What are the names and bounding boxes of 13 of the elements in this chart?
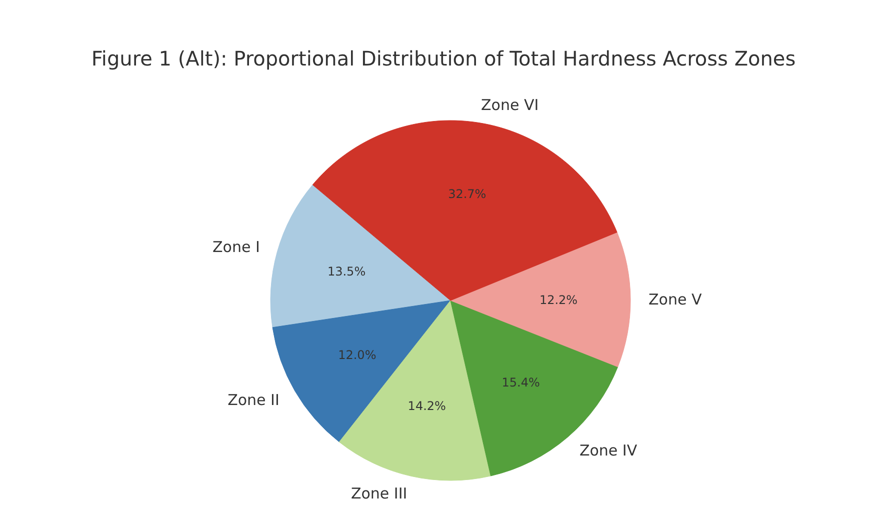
data-label: 15.4% — [502, 375, 540, 390]
chart-title: Figure 1 (Alt): Proportional Distribution of Total Hardness Across Zones — [91, 46, 796, 70]
slice-label: Zone IV — [579, 442, 638, 460]
data-label: 12.2% — [539, 292, 578, 307]
slice-label: Zone III — [350, 484, 408, 503]
data-label: 13.5% — [327, 264, 366, 278]
slice-label: Zone VI — [480, 96, 539, 114]
data-label: 32.7% — [448, 186, 486, 201]
slice-label: Zone V — [648, 290, 702, 308]
data-label: 12.0% — [338, 348, 376, 362]
data-label: 14.2% — [408, 398, 446, 413]
slice-label: Zone I — [212, 238, 260, 256]
slice-label: Zone II — [228, 391, 280, 410]
